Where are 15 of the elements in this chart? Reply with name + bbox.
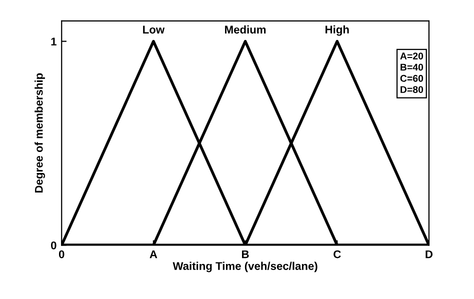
- x-axis-title: Waiting Time (veh/sec/lane): [172, 262, 318, 272]
- x-tick-label: A: [150, 250, 158, 258]
- x-tick-label: D: [426, 250, 433, 258]
- series-label: Low: [143, 26, 165, 34]
- annotation: B=40: [400, 64, 424, 71]
- y-axis-title: Degree of membership: [34, 73, 46, 193]
- y-tick-label: 1: [51, 38, 56, 46]
- annotation: D=80: [400, 86, 424, 93]
- x-tick-label: 0: [58, 250, 64, 258]
- series-label: High: [326, 25, 349, 36]
- annotation: C=60: [400, 74, 424, 82]
- x-tick-label: C: [334, 250, 341, 258]
- x-tick-label: B: [242, 250, 249, 258]
- annotation: A=20: [400, 52, 424, 60]
- series-label: Medium: [225, 25, 266, 34]
